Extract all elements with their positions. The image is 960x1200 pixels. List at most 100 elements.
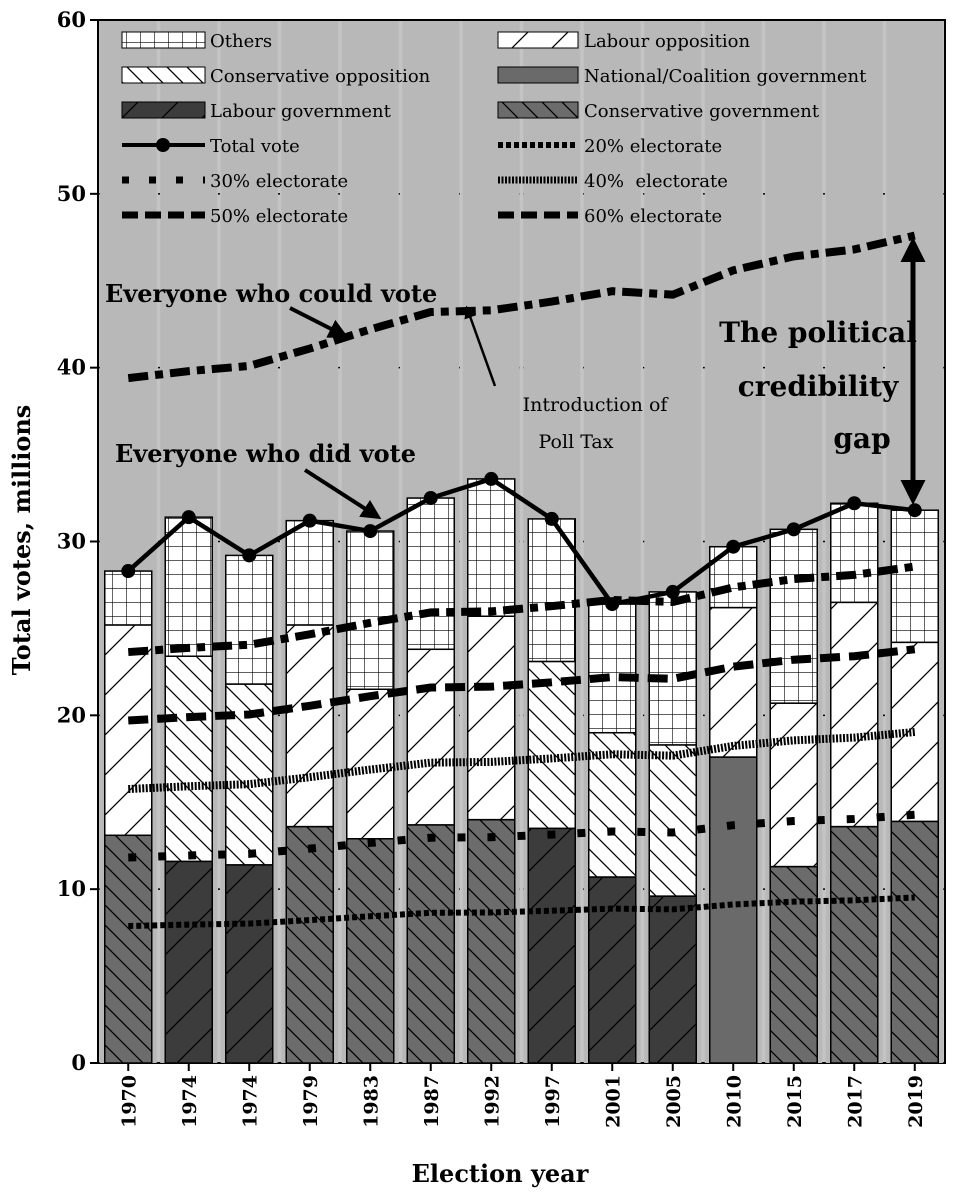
legend-label-30pct: 30% electorate xyxy=(210,171,348,192)
annotation-gap-line3: gap xyxy=(833,422,890,455)
bar-segment-opposition xyxy=(285,624,334,828)
electorate-total-line xyxy=(127,231,916,383)
y-axis-label: Total votes, millions xyxy=(7,405,36,676)
y-tick-label: 0 xyxy=(71,1050,86,1075)
legend-swatch-national-government xyxy=(497,66,579,84)
x-tick-label: 1997 xyxy=(542,1075,564,1128)
total-vote-point xyxy=(121,564,136,579)
bar-segment-others xyxy=(588,603,637,734)
annotation-poll-tax-line1: Introduction of xyxy=(523,394,670,416)
bar-segment-opposition xyxy=(709,606,758,758)
y-tick-label: 40 xyxy=(57,355,86,380)
legend-label-conservative-opposition: Conservative opposition xyxy=(210,66,431,87)
bar-segment-government xyxy=(406,824,455,1064)
annotation-poll-tax-line2: Poll Tax xyxy=(539,431,614,453)
bar-segment-government xyxy=(346,838,395,1064)
legend-label-40pct: 40% electorate xyxy=(584,171,728,192)
annotation-could-vote: Everyone who could vote xyxy=(105,279,437,308)
bar-segment-others xyxy=(346,530,395,691)
bar-segment-others xyxy=(890,509,939,644)
legend-swatch-others xyxy=(121,31,206,49)
x-tick-label: 2015 xyxy=(784,1075,806,1128)
x-tick-label: 1983 xyxy=(360,1075,382,1128)
x-tick-label: 1979 xyxy=(300,1075,322,1128)
bar-segment-opposition xyxy=(648,744,697,897)
total-vote-point xyxy=(726,539,741,554)
electorate-20pct-line xyxy=(128,894,915,930)
bar-segment-government xyxy=(588,876,637,1064)
legend-label-20pct: 20% electorate xyxy=(584,136,722,157)
total-vote-point xyxy=(423,491,438,506)
legend-label-total-vote: Total vote xyxy=(210,136,300,157)
bar-segment-others xyxy=(285,519,334,626)
annotation-gap-line2: credibility xyxy=(738,370,899,403)
electorate-40pct-line xyxy=(128,728,916,794)
bar-segment-opposition xyxy=(406,648,455,826)
annotation-did-vote: Everyone who did vote xyxy=(115,439,416,468)
electorate-60pct-line xyxy=(127,562,916,657)
bar-segment-others xyxy=(467,478,516,617)
bar-segment-others xyxy=(769,528,818,704)
total-vote-point xyxy=(665,584,680,599)
bar-segment-opposition xyxy=(769,702,818,868)
annotations: Everyone who could vote Everyone who did… xyxy=(105,237,926,520)
bar-segment-government xyxy=(890,820,939,1064)
x-tick-label: 2005 xyxy=(663,1075,685,1128)
x-tick-label: 1970 xyxy=(118,1075,140,1128)
legend-swatch-conservative-opposition xyxy=(121,66,206,84)
bar-segment-government xyxy=(164,860,213,1064)
bar-segment-opposition xyxy=(467,615,516,821)
legend-label-60pct: 60% electorate xyxy=(584,206,722,227)
bar-segment-government xyxy=(709,756,758,1064)
legend-swatch-labour-opposition xyxy=(497,31,579,49)
bar-segment-opposition xyxy=(830,601,879,828)
total-vote-point xyxy=(484,471,499,486)
x-tick-label: 1992 xyxy=(481,1075,503,1128)
total-vote-point xyxy=(363,524,378,539)
bar-segment-opposition xyxy=(164,655,213,863)
legend-label-50pct: 50% electorate xyxy=(210,206,348,227)
bar-segment-others xyxy=(709,545,758,609)
legend-label-labour-opposition: Labour opposition xyxy=(584,31,751,52)
bar-segment-others xyxy=(648,591,697,746)
bar-segment-others xyxy=(406,497,455,651)
total-vote-point xyxy=(907,503,922,518)
legend-label-labour-government: Labour government xyxy=(210,101,392,122)
bar-segment-opposition xyxy=(527,660,576,830)
total-vote-point xyxy=(181,510,196,525)
total-vote-point xyxy=(302,513,317,528)
bar-segment-government xyxy=(104,834,153,1064)
total-vote-point xyxy=(605,597,620,612)
y-tick-label: 50 xyxy=(57,181,86,206)
electorate-30pct-line xyxy=(128,810,916,862)
x-tick-label: 2001 xyxy=(602,1075,624,1128)
total-vote-point xyxy=(847,496,862,511)
legend-label-national-government: National/Coalition government xyxy=(584,66,867,87)
y-tick-label: 10 xyxy=(57,876,86,901)
bar-segment-government xyxy=(769,865,818,1064)
x-axis-label: Election year xyxy=(412,1159,589,1188)
legend-swatch-labour-government xyxy=(121,101,206,119)
y-tick-label: 30 xyxy=(57,529,86,554)
bar-segment-others xyxy=(225,554,274,685)
bar-segment-government xyxy=(527,827,576,1064)
legend: Others Labour opposition Conservative op… xyxy=(121,31,867,227)
bar-segment-others xyxy=(830,502,879,604)
bar-segment-government xyxy=(285,825,334,1064)
y-tick-label: 20 xyxy=(57,702,86,727)
bar-segment-government xyxy=(225,864,274,1064)
x-tick-label: 1987 xyxy=(421,1075,443,1128)
bar-segment-opposition xyxy=(104,624,153,837)
x-tick-label: 2017 xyxy=(844,1075,866,1128)
bar-segment-others xyxy=(164,516,213,657)
y-tick-label: 60 xyxy=(57,7,86,32)
total-vote-point xyxy=(786,522,801,537)
total-vote-line xyxy=(126,476,916,607)
legend-swatch-total-vote xyxy=(122,138,205,152)
bar-segment-government xyxy=(830,825,879,1064)
annotation-could-vote-arrow xyxy=(289,306,349,338)
annotation-poll-tax-arrow xyxy=(464,305,497,387)
bar-segment-others xyxy=(104,570,153,626)
total-vote-point xyxy=(242,548,257,563)
